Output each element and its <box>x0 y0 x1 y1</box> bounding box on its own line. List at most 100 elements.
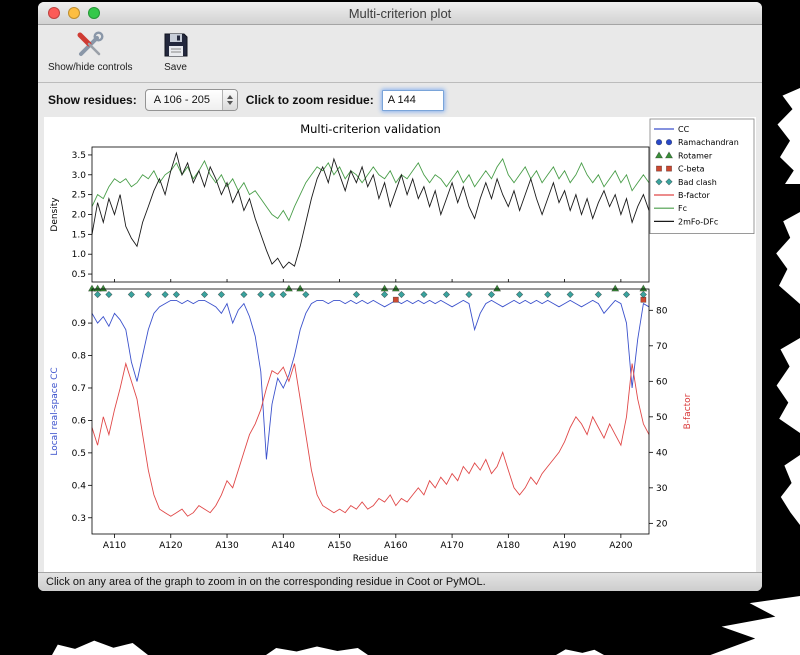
diamond-marker <box>515 290 524 299</box>
zoom-residue-input[interactable] <box>381 89 444 111</box>
diamond-marker <box>268 290 276 299</box>
svg-text:A150: A150 <box>328 541 352 551</box>
svg-text:0.9: 0.9 <box>72 319 87 329</box>
density-axis-label: Density <box>50 197 60 232</box>
svg-text:A200: A200 <box>609 541 633 551</box>
background-artifact <box>266 646 368 655</box>
diamond-marker <box>161 290 169 299</box>
svg-text:3.5: 3.5 <box>72 151 86 161</box>
circle-marker <box>655 139 663 146</box>
status-text: Click on any area of the graph to zoom i… <box>46 576 486 588</box>
svg-text:40: 40 <box>656 448 668 458</box>
square-marker <box>666 165 672 172</box>
background-artifact <box>777 88 800 184</box>
legend-label: C-beta <box>678 165 705 174</box>
svg-text:1.0: 1.0 <box>72 250 87 260</box>
show-hide-controls-button[interactable]: Show/hide controls <box>48 30 133 73</box>
triangle-marker <box>639 284 648 292</box>
diamond-marker <box>622 290 631 299</box>
triangle-marker <box>611 284 620 292</box>
multi-criterion-chart[interactable]: Multi-criterion validation 0.5 1.0 1.5 2.0 2.… <box>44 117 756 572</box>
svg-text:20: 20 <box>656 519 668 529</box>
chart-title: Multi-criterion validation <box>300 122 441 136</box>
legend-box <box>649 118 755 234</box>
svg-text:30: 30 <box>656 484 668 494</box>
triangle-marker <box>284 284 293 292</box>
bfactor-axis-label: B-factor <box>683 393 693 429</box>
zoom-button[interactable] <box>88 7 100 19</box>
svg-text:A120: A120 <box>159 541 183 551</box>
diamond-marker <box>655 178 663 186</box>
legend-label: Ramachandran <box>678 138 739 147</box>
close-button[interactable] <box>48 7 60 19</box>
diamond-marker <box>127 290 136 299</box>
cc-axis-label: Local real-space CC <box>50 367 60 455</box>
svg-text:0.3: 0.3 <box>72 514 86 524</box>
svg-text:A140: A140 <box>272 541 296 551</box>
diamond-marker <box>352 290 361 299</box>
residue-range-stepper[interactable] <box>221 90 237 110</box>
legend-label: Fc <box>678 204 687 213</box>
svg-text:80: 80 <box>656 306 668 316</box>
square-marker <box>392 296 399 303</box>
save-button[interactable]: Save <box>161 30 191 73</box>
svg-text:0.6: 0.6 <box>72 416 87 426</box>
svg-text:A170: A170 <box>440 541 464 551</box>
svg-text:A160: A160 <box>384 541 408 551</box>
title-bar[interactable]: Multi-criterion plot <box>38 2 762 25</box>
diamond-marker <box>279 290 287 299</box>
diamond-marker <box>594 290 602 299</box>
triangle-marker <box>380 284 389 292</box>
triangle-marker <box>99 284 108 292</box>
show-hide-controls-label: Show/hide controls <box>48 62 133 73</box>
save-label: Save <box>164 62 187 73</box>
diamond-marker <box>105 290 113 299</box>
diamond-marker <box>302 290 310 299</box>
app-window: Multi-criterion plot Show/hide controls … <box>38 2 762 591</box>
x-axis-label: Residue <box>353 554 389 564</box>
diamond-marker <box>144 290 152 299</box>
status-bar: Click on any area of the graph to zoom i… <box>38 572 762 591</box>
svg-text:60: 60 <box>656 377 668 387</box>
triangle-marker <box>654 151 664 159</box>
triangle-marker <box>493 284 502 292</box>
series-line <box>91 299 650 460</box>
background-artifact <box>780 455 800 525</box>
diamond-marker <box>442 290 451 299</box>
traffic-lights <box>38 7 100 19</box>
legend-label: B-factor <box>678 191 711 200</box>
diamond-marker <box>94 290 102 299</box>
svg-text:A110: A110 <box>103 541 127 551</box>
show-residues-label: Show residues: <box>48 93 137 107</box>
series-line <box>91 361 650 517</box>
diamond-marker <box>172 290 181 299</box>
triangle-marker <box>93 284 102 292</box>
svg-text:2.0: 2.0 <box>72 211 87 221</box>
triangle-marker <box>391 284 400 292</box>
stepper-up-icon <box>226 95 233 99</box>
controls-bar: Show residues: A 106 - 205 Click to zoom… <box>38 83 762 117</box>
minimize-button[interactable] <box>68 7 80 19</box>
diamond-marker <box>566 290 574 299</box>
legend-label: Rotamer <box>678 151 713 160</box>
diamond-marker <box>240 290 248 299</box>
background-artifact <box>556 649 604 655</box>
diamond-marker <box>397 290 406 299</box>
triangle-marker <box>296 284 305 292</box>
triangle-marker <box>664 151 674 159</box>
series-line <box>91 157 650 222</box>
diamond-marker <box>217 290 226 299</box>
diamond-marker <box>380 290 389 299</box>
residue-range-value: A 106 - 205 <box>153 94 210 106</box>
series-line <box>91 151 650 269</box>
residue-range-select[interactable]: A 106 - 205 <box>144 89 238 111</box>
svg-text:1.5: 1.5 <box>72 230 86 240</box>
svg-text:A130: A130 <box>215 541 239 551</box>
svg-text:0.7: 0.7 <box>72 384 86 394</box>
diamond-marker <box>665 178 673 186</box>
circle-marker <box>665 139 673 146</box>
diamond-marker <box>465 290 473 299</box>
stepper-down-icon <box>226 101 233 105</box>
svg-text:A180: A180 <box>497 541 521 551</box>
window-title: Multi-criterion plot <box>348 5 452 21</box>
